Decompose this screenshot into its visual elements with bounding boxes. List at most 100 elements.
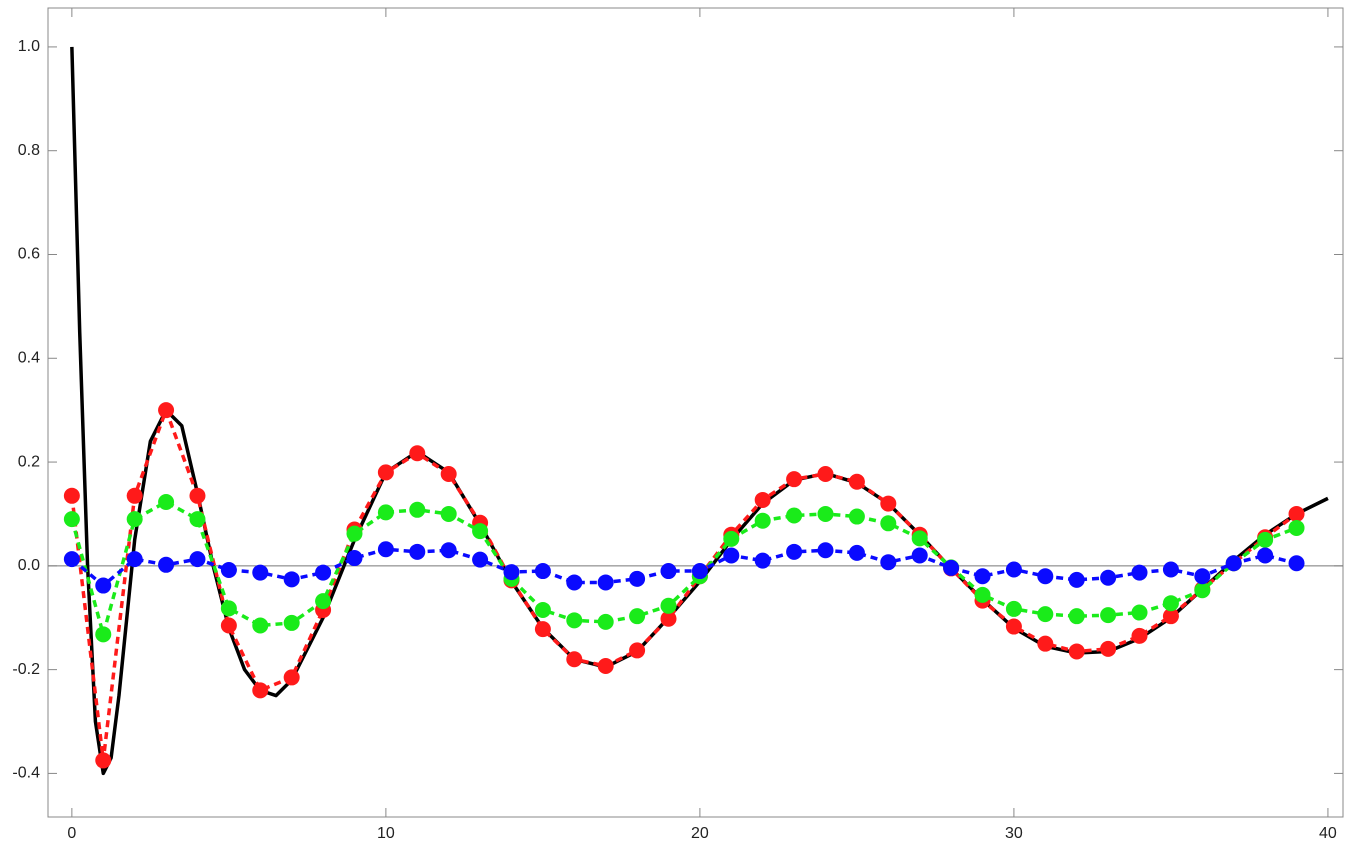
data-point bbox=[283, 669, 300, 686]
data-point bbox=[911, 530, 928, 547]
data-point bbox=[660, 563, 677, 580]
data-point bbox=[409, 501, 426, 518]
data-point bbox=[1037, 568, 1054, 585]
y-tick-label: 1.0 bbox=[18, 38, 40, 55]
data-point bbox=[189, 511, 206, 528]
data-point bbox=[158, 402, 175, 419]
data-point bbox=[629, 570, 646, 587]
data-point bbox=[629, 608, 646, 625]
data-point bbox=[283, 614, 300, 631]
data-point bbox=[126, 511, 143, 528]
series-line bbox=[70, 547, 1297, 588]
data-point bbox=[252, 682, 269, 699]
data-point bbox=[315, 593, 332, 610]
data-point bbox=[440, 505, 457, 522]
data-point bbox=[1005, 618, 1022, 635]
data-point bbox=[786, 471, 803, 488]
y-tick-label: 0.2 bbox=[18, 453, 40, 470]
data-point bbox=[911, 547, 928, 564]
data-point bbox=[660, 597, 677, 614]
data-point bbox=[786, 507, 803, 524]
data-point bbox=[63, 487, 80, 504]
data-point bbox=[158, 494, 175, 511]
data-point bbox=[597, 574, 614, 591]
series bbox=[63, 402, 1305, 769]
data-point bbox=[1194, 582, 1211, 599]
data-point bbox=[409, 543, 426, 560]
y-tick-label: 0.6 bbox=[18, 246, 40, 263]
data-point bbox=[848, 508, 865, 525]
data-point bbox=[534, 601, 551, 618]
data-point bbox=[566, 574, 583, 591]
data-point bbox=[1068, 571, 1085, 588]
data-point bbox=[848, 544, 865, 561]
data-point bbox=[472, 523, 489, 540]
y-tick-label: 0.8 bbox=[18, 142, 40, 159]
data-point bbox=[409, 445, 426, 462]
series-line bbox=[70, 46, 1329, 776]
data-point bbox=[63, 511, 80, 528]
data-point bbox=[1131, 627, 1148, 644]
data-point bbox=[723, 547, 740, 564]
plot-frame bbox=[47, 7, 1344, 818]
data-point bbox=[220, 617, 237, 634]
data-point bbox=[1131, 604, 1148, 621]
data-point bbox=[1162, 561, 1179, 578]
data-point bbox=[283, 571, 300, 588]
data-point bbox=[880, 495, 897, 512]
data-point bbox=[1225, 555, 1242, 572]
data-point bbox=[95, 577, 112, 594]
data-point bbox=[1005, 600, 1022, 617]
data-point bbox=[1162, 595, 1179, 612]
data-point bbox=[1037, 635, 1054, 652]
data-point bbox=[440, 542, 457, 559]
y-tick-label: 0.4 bbox=[18, 349, 40, 366]
x-tick-label: 30 bbox=[1005, 825, 1023, 842]
data-point bbox=[880, 515, 897, 532]
data-point bbox=[974, 586, 991, 603]
data-point bbox=[158, 556, 175, 573]
data-point bbox=[252, 564, 269, 581]
series bbox=[63, 494, 1305, 643]
y-tick-label: -0.4 bbox=[12, 765, 40, 782]
data-point bbox=[848, 473, 865, 490]
data-point bbox=[1162, 608, 1179, 625]
y-tick-label: 0.0 bbox=[18, 557, 40, 574]
data-point bbox=[1037, 606, 1054, 623]
data-point bbox=[189, 551, 206, 568]
series-line bbox=[70, 408, 1298, 763]
data-point bbox=[503, 564, 520, 581]
data-point bbox=[1068, 643, 1085, 660]
data-point bbox=[566, 651, 583, 668]
data-point bbox=[1257, 547, 1274, 564]
data-point bbox=[346, 525, 363, 542]
data-point bbox=[660, 610, 677, 627]
data-point bbox=[252, 617, 269, 634]
data-point bbox=[1068, 608, 1085, 625]
y-tick-label: -0.2 bbox=[12, 661, 40, 678]
data-point bbox=[1100, 569, 1117, 586]
series-line bbox=[70, 500, 1298, 637]
x-tick-label: 40 bbox=[1319, 825, 1337, 842]
data-point bbox=[1131, 564, 1148, 581]
data-point bbox=[220, 600, 237, 617]
data-point bbox=[95, 626, 112, 643]
data-point bbox=[629, 642, 646, 659]
data-point bbox=[817, 465, 834, 482]
data-point bbox=[597, 613, 614, 630]
data-point bbox=[377, 541, 394, 558]
data-point bbox=[377, 464, 394, 481]
data-point bbox=[754, 491, 771, 508]
data-point bbox=[1257, 531, 1274, 548]
data-point bbox=[817, 542, 834, 559]
data-point bbox=[1100, 640, 1117, 657]
data-point bbox=[534, 621, 551, 638]
data-point bbox=[566, 612, 583, 629]
series bbox=[70, 46, 1329, 776]
data-point bbox=[440, 465, 457, 482]
data-point bbox=[1194, 568, 1211, 585]
data-point bbox=[1288, 505, 1305, 522]
data-point bbox=[880, 554, 897, 571]
